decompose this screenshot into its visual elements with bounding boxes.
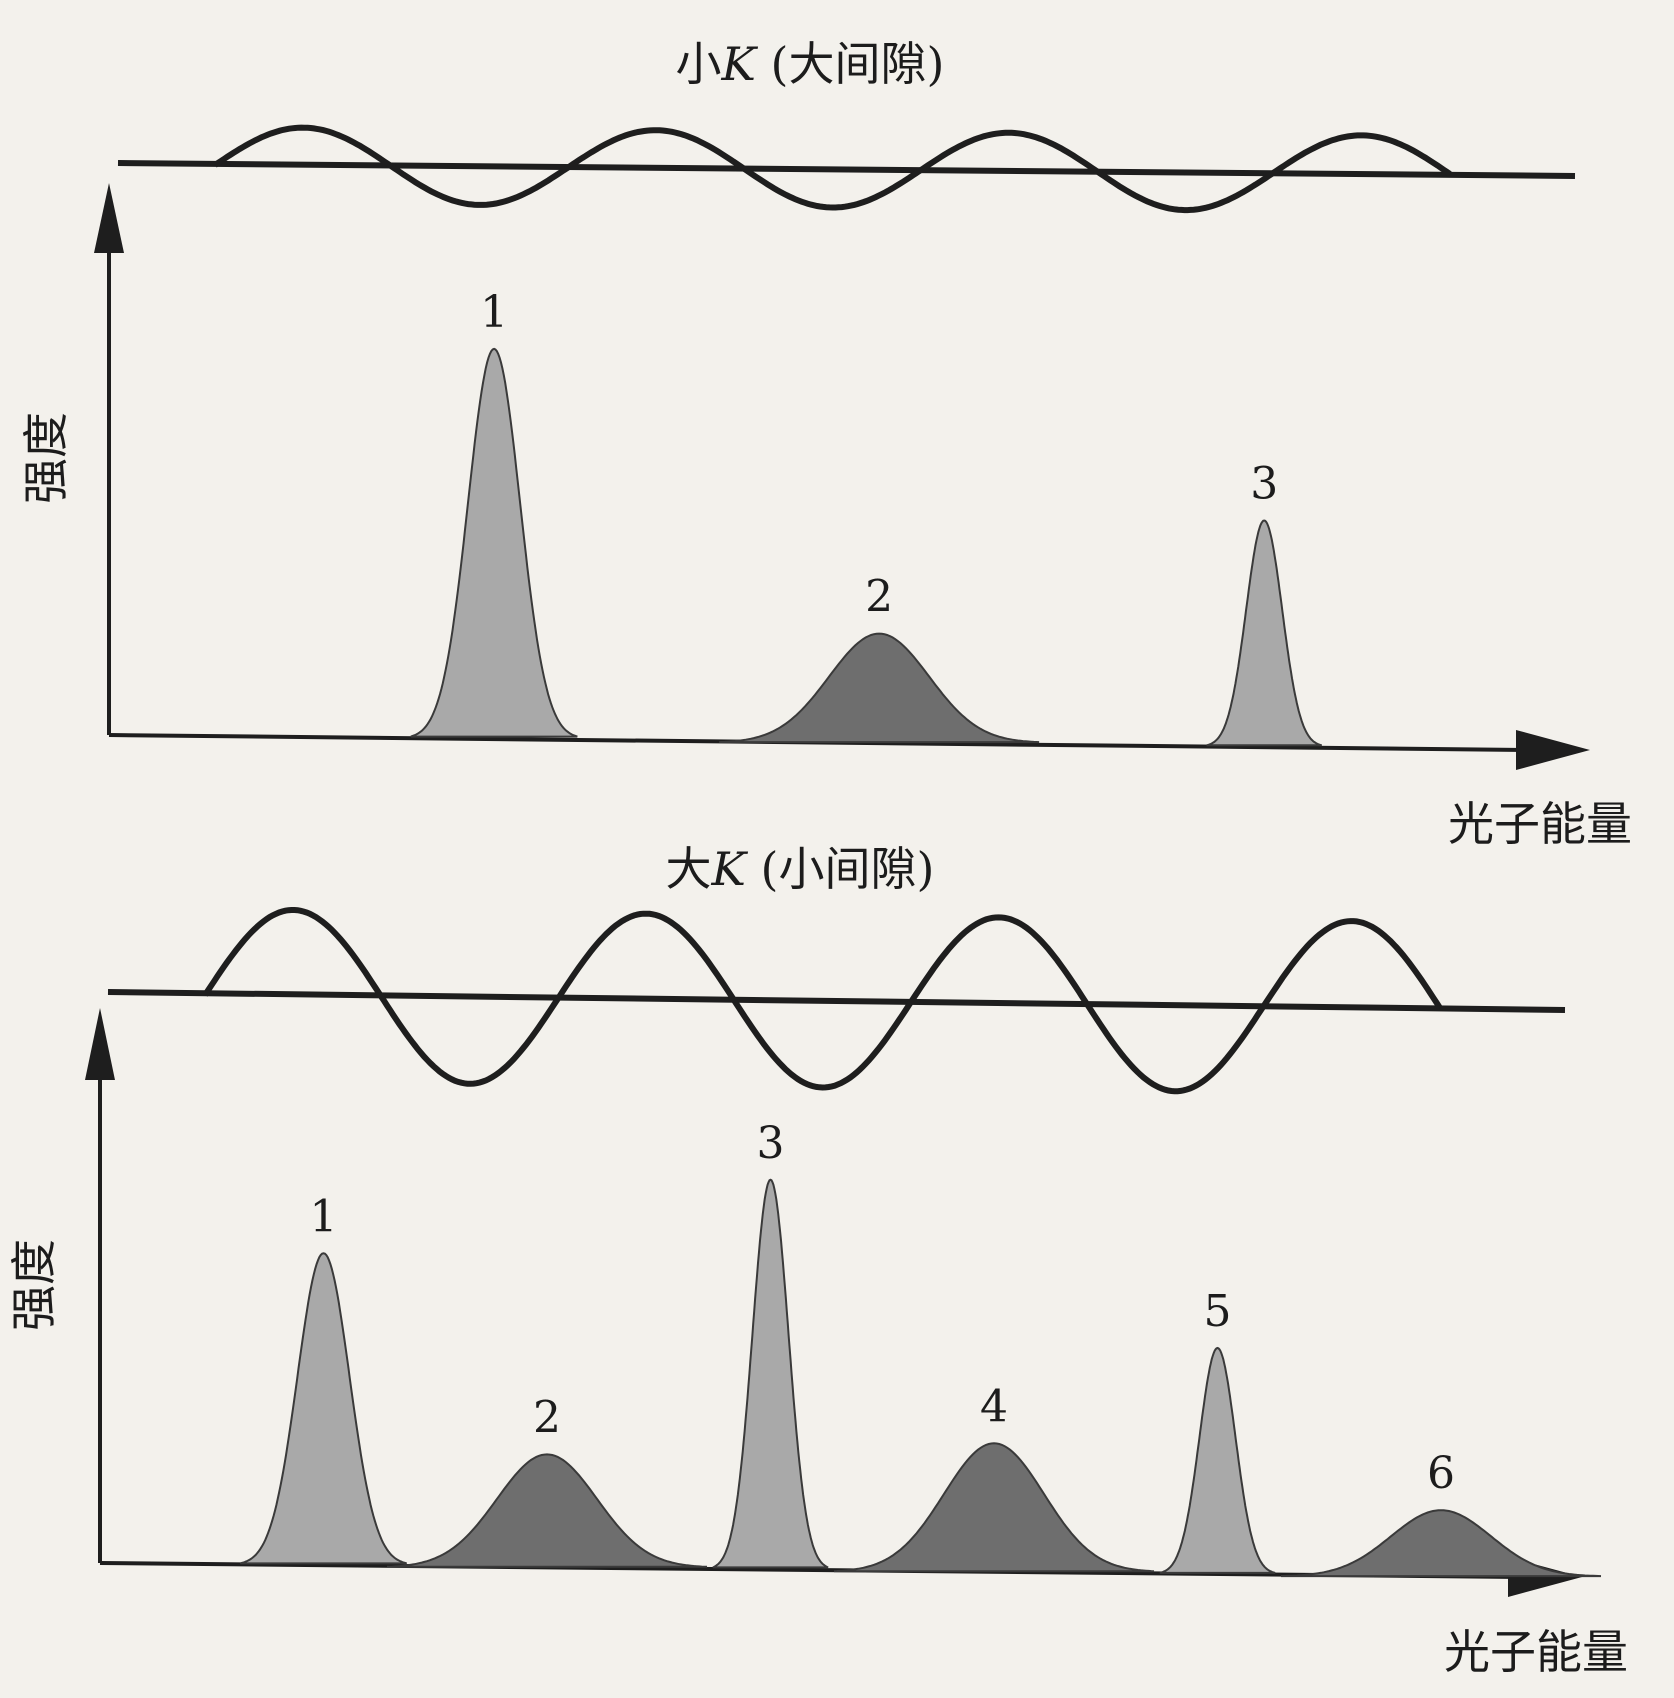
title-k-letter: K: [721, 37, 759, 91]
x-axis-label: 光子能量: [1444, 1625, 1628, 1679]
harmonic-label-2: 2: [865, 572, 893, 623]
harmonic-label-1: 1: [310, 1191, 338, 1242]
harmonic-peak-4: [833, 1442, 1155, 1573]
harmonic-label-3: 3: [757, 1118, 785, 1169]
panel-large-k: 大K (小间隙) 强度 光子能量 1 2 3 4 5 6: [7, 842, 1628, 1679]
harmonic-peak-6: [1280, 1509, 1602, 1578]
electron-trajectory-wiggle: [213, 124, 1452, 214]
harmonic-label-6: 6: [1427, 1448, 1455, 1499]
title-suffix: (小间隙): [746, 842, 935, 896]
electron-trajectory-wiggle: [202, 907, 1443, 1095]
harmonic-label-3: 3: [1250, 459, 1278, 510]
y-axis-arrowhead: [94, 183, 124, 253]
harmonic-label-2: 2: [533, 1392, 561, 1443]
y-axis-label: 强度: [7, 1239, 61, 1331]
title-prefix: 大: [666, 842, 712, 896]
harmonic-peak-1: [410, 347, 578, 738]
harmonic-peak-3: [1206, 519, 1322, 747]
harmonic-label-4: 4: [980, 1381, 1008, 1432]
peak-group-large-k: 1 2 3 4 5 6: [240, 1118, 1602, 1578]
harmonic-label-5: 5: [1204, 1286, 1232, 1337]
harmonic-peak-5: [1159, 1346, 1276, 1574]
harmonic-peak-2: [386, 1453, 708, 1568]
panel-title-large-k: 大K (小间隙): [666, 842, 935, 896]
panel-small-k: 小K (大间隙) 强度 光子能量 1 2 3: [19, 37, 1632, 851]
peak-group-small-k: 1 2 3: [410, 287, 1322, 747]
x-axis: [99, 1561, 1521, 1579]
harmonic-peak-3: [712, 1178, 829, 1569]
harmonic-peak-2: [719, 632, 1040, 744]
x-axis-arrowhead: [1516, 730, 1590, 770]
y-axis-arrowhead: [85, 1008, 115, 1080]
harmonic-label-1: 1: [480, 287, 508, 338]
title-k-letter: K: [711, 842, 749, 896]
title-prefix: 小: [676, 37, 722, 91]
title-suffix: (大间隙): [756, 37, 945, 91]
x-axis-label: 光子能量: [1448, 797, 1632, 851]
electron-axis-line: [107, 989, 1566, 1013]
y-axis-label: 强度: [19, 412, 73, 504]
harmonic-peak-1: [240, 1252, 407, 1565]
electron-axis-line: [117, 160, 1576, 179]
panel-title-small-k: 小K (大间隙): [676, 37, 945, 91]
